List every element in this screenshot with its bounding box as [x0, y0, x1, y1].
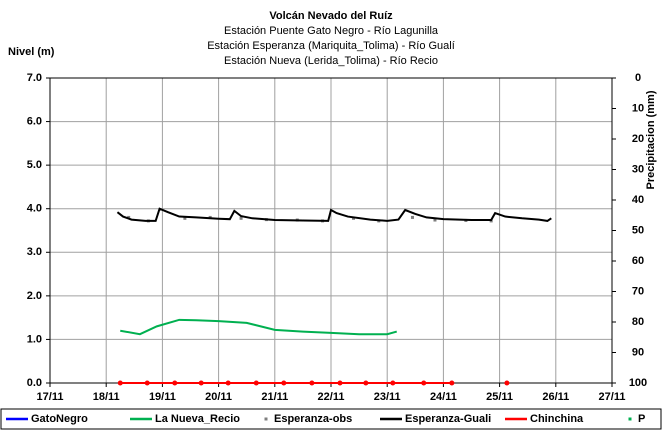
- y2-tick-label: 70: [632, 285, 644, 297]
- data-point: [363, 380, 369, 386]
- x-tick-label: 27/11: [599, 391, 626, 403]
- legend-swatch: [264, 417, 268, 421]
- legend-label: Esperanza-obs: [274, 413, 352, 425]
- y-axis-label: Nivel (m): [8, 46, 55, 58]
- data-point: [410, 215, 414, 219]
- data-point: [253, 380, 259, 386]
- y2-tick-label: 30: [632, 163, 644, 175]
- x-tick-label: 24/11: [430, 391, 457, 403]
- plot-frame: [49, 77, 613, 384]
- data-point: [117, 380, 123, 386]
- data-point: [144, 380, 150, 386]
- y2-tick-label: 100: [629, 377, 647, 389]
- y2-tick-label: 0: [635, 72, 641, 84]
- x-tick-label: 22/11: [318, 391, 345, 403]
- y2-axis-label: Precipitacion (mm): [645, 90, 657, 189]
- y2-tick-label: 40: [632, 194, 644, 206]
- subtitle: Estación Nueva (Lerida_Tolima) - Río Rec…: [224, 55, 438, 67]
- y-tick-label: 1.0: [27, 333, 42, 345]
- y-tick-label: 6.0: [27, 115, 42, 127]
- y-tick-label: 5.0: [27, 159, 42, 171]
- data-point: [449, 380, 455, 386]
- y2-tick-label: 60: [632, 255, 644, 267]
- x-tick-label: 23/11: [374, 391, 401, 403]
- data-point: [225, 380, 231, 386]
- data-point: [183, 216, 187, 220]
- legend-label: Chinchina: [530, 413, 584, 425]
- data-point: [337, 380, 343, 386]
- data-point: [198, 380, 204, 386]
- data-point: [239, 216, 243, 220]
- y2-tick-label: 50: [632, 224, 644, 236]
- x-tick-label: 18/11: [93, 391, 120, 403]
- legend-swatch: [628, 417, 632, 421]
- subtitle: Estación Esperanza (Mariquita_Tolima) - …: [207, 40, 455, 52]
- y2-tick-label: 10: [632, 102, 644, 114]
- x-tick-label: 20/11: [205, 391, 232, 403]
- y2-tick-label: 80: [632, 316, 644, 328]
- legend-label: La Nueva_Recio: [155, 413, 240, 425]
- legend-label: P: [638, 413, 645, 425]
- x-tick-label: 21/11: [261, 391, 288, 403]
- legend-label: Esperanza-Guali: [405, 413, 491, 425]
- data-point: [127, 215, 131, 219]
- y-tick-label: 7.0: [27, 72, 42, 84]
- x-tick-label: 25/11: [486, 391, 513, 403]
- data-point: [281, 380, 287, 386]
- y2-tick-label: 20: [632, 133, 644, 145]
- y2-tick-label: 90: [632, 346, 644, 358]
- chart-title: Volcán Nevado del Ruíz: [269, 10, 393, 22]
- y-tick-label: 0.0: [27, 377, 42, 389]
- legend-label: GatoNegro: [31, 413, 88, 425]
- data-point: [390, 380, 396, 386]
- x-tick-label: 19/11: [149, 391, 176, 403]
- series-line: [116, 207, 552, 222]
- y-tick-label: 3.0: [27, 246, 42, 258]
- x-tick-label: 26/11: [542, 391, 569, 403]
- data-point: [433, 218, 437, 222]
- y-tick-label: 2.0: [27, 290, 42, 302]
- series-line: [120, 318, 398, 336]
- data-point: [172, 380, 178, 386]
- data-point: [309, 380, 315, 386]
- data-point: [504, 380, 510, 386]
- data-point: [421, 380, 427, 386]
- subtitle: Estación Puente Gato Negro - Río Lagunil…: [224, 25, 439, 37]
- y-tick-label: 4.0: [27, 203, 42, 215]
- x-tick-label: 17/11: [37, 391, 64, 403]
- legend-box: [0, 408, 662, 430]
